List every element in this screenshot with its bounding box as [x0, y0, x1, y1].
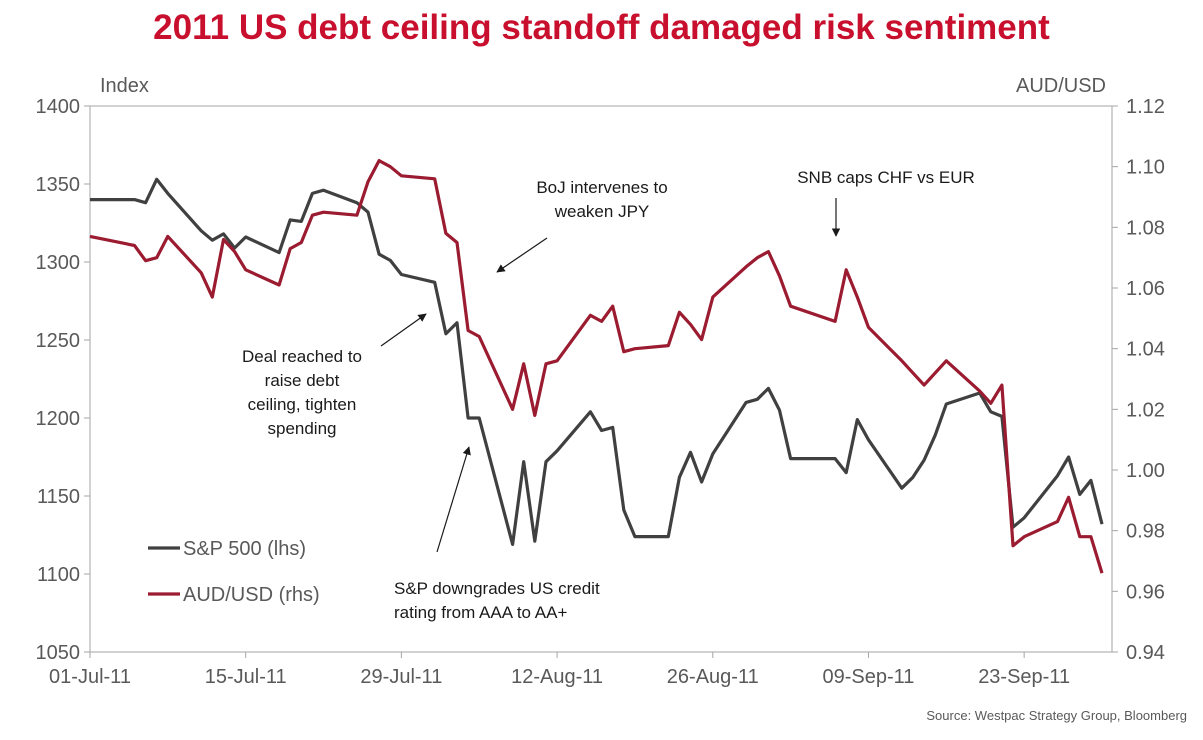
- boj-annotation-text: BoJ intervenes to: [536, 178, 667, 197]
- right-tick-label: 0.94: [1126, 642, 1165, 664]
- right-tick-label: 1.10: [1126, 157, 1165, 179]
- x-tick-label: 29-Jul-11: [360, 666, 442, 688]
- left-tick-label: 1300: [36, 252, 81, 274]
- left-tick-label: 1050: [36, 642, 81, 664]
- x-tick-label: 23-Sep-11: [978, 666, 1070, 688]
- left-tick-label: 1150: [37, 486, 80, 508]
- left-tick-label: 1250: [36, 330, 81, 352]
- right-tick-label: 1.02: [1126, 399, 1165, 421]
- right-tick-label: 0.96: [1126, 581, 1165, 603]
- debt-deal-annotation-text: Deal reached to: [242, 347, 362, 366]
- legend-label-audusd: AUD/USD (rhs): [183, 584, 320, 606]
- left-tick-label: 1100: [37, 564, 80, 586]
- x-tick-label: 09-Sep-11: [823, 666, 915, 688]
- left-tick-label: 1400: [36, 96, 81, 118]
- right-tick-label: 1.04: [1126, 339, 1165, 361]
- audusd-line: [89, 159, 1104, 574]
- x-tick-label: 15-Jul-11: [205, 666, 287, 688]
- left-tick-label: 1200: [36, 408, 81, 430]
- debt-deal-annotation-arrow: [380, 313, 427, 347]
- debt-deal-annotation-text: ceiling, tighten: [248, 395, 357, 414]
- downgrade-annotation-text: S&P downgrades US credit: [394, 579, 600, 598]
- right-tick-label: 1.12: [1126, 96, 1165, 118]
- right-tick-label: 1.08: [1126, 217, 1165, 239]
- snb-annotation-text: SNB caps CHF vs EUR: [797, 168, 975, 187]
- downgrade-annotation-text: rating from AAA to AA+: [394, 603, 567, 622]
- boj-annotation-text: weaken JPY: [554, 202, 650, 221]
- sp500-line: [90, 177, 1104, 547]
- line-chart: 1050 1100 1150 1200 1250 1300 1350 1400 0.94 0.96…: [36, 75, 1165, 688]
- right-tick-label: 0.98: [1126, 521, 1165, 543]
- source-note: Source: Westpac Strategy Group, Bloomber…: [926, 708, 1187, 723]
- x-tick-label: 01-Jul-11: [49, 666, 131, 688]
- left-tick-label: 1350: [36, 174, 81, 196]
- debt-deal-annotation-text: raise debt: [265, 371, 340, 390]
- left-axis-label: Index: [100, 75, 149, 97]
- downgrade-annotation-arrow: [436, 446, 471, 553]
- right-tick-label: 1.06: [1126, 278, 1165, 300]
- legend-label-sp500: S&P 500 (lhs): [183, 538, 306, 560]
- x-tick-label: 26-Aug-11: [667, 666, 759, 688]
- debt-deal-annotation-text: spending: [267, 419, 336, 438]
- chart-title: 2011 US debt ceiling standoff damaged ri…: [153, 8, 1050, 47]
- right-axis-label: AUD/USD: [1016, 75, 1106, 97]
- boj-annotation-arrow: [496, 237, 548, 273]
- x-tick-label: 12-Aug-11: [511, 666, 603, 688]
- plot-area: [89, 105, 1113, 653]
- right-tick-label: 1.00: [1126, 460, 1165, 482]
